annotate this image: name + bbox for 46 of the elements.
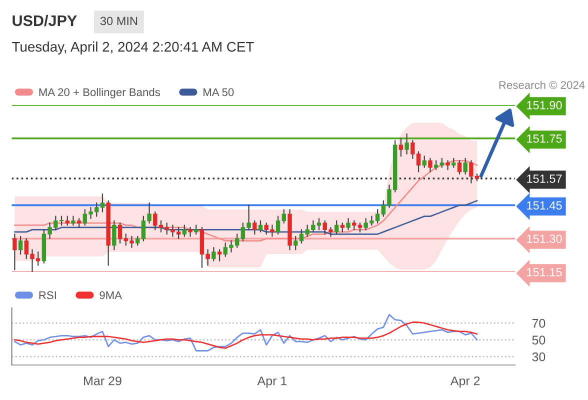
candlestick (398, 138, 404, 157)
candlestick (346, 218, 350, 230)
legend-label: RSI (39, 291, 56, 300)
legend-label: MA 20 + Bollinger Bands (39, 88, 160, 98)
x-tick-label: Mar 29 (84, 376, 122, 386)
candlestick (252, 220, 257, 235)
candlestick (446, 160, 450, 170)
candlestick (12, 234, 17, 270)
line-series (14, 314, 478, 352)
candlestick (294, 236, 298, 250)
candlestick (276, 216, 280, 235)
x-tick-label: Apr 2 (450, 376, 480, 388)
x-tick-label: Apr 1 (257, 376, 287, 388)
line-series (14, 322, 478, 349)
chart-subtitle: Tuesday, April 2, 2024 2:20:41 AM CET (12, 42, 254, 54)
candlestick (463, 158, 468, 175)
candlestick (422, 156, 426, 168)
y-tick-label: 151.90 (527, 101, 562, 110)
candlestick (212, 246, 216, 262)
candlestick (112, 220, 116, 250)
y-tick-label: 151.75 (527, 134, 562, 143)
candlestick (217, 249, 222, 262)
candlestick (100, 194, 105, 212)
candlestick (118, 222, 122, 244)
text: 30 MIN (100, 16, 138, 26)
y-tick-label: 30 (532, 352, 546, 362)
chart-title: USD/JPY (12, 14, 77, 26)
text: Research © 2024 (499, 80, 585, 89)
candlestick (182, 224, 187, 237)
y-tick-label: 151.15 (527, 268, 562, 276)
y-tick-label: 151.57 (527, 174, 562, 183)
candlestick (282, 209, 286, 224)
y-tick-label: 50 (532, 336, 546, 345)
legend-label: 9MA (100, 291, 122, 300)
candlestick (404, 133, 409, 155)
y-tick-label: 151.45 (527, 201, 562, 210)
candlestick (188, 226, 192, 237)
candlestick (71, 216, 76, 226)
candlestick (258, 220, 263, 232)
candlestick (18, 236, 23, 255)
y-tick-label: 70 (532, 318, 546, 328)
candlestick (428, 158, 432, 172)
candlestick (457, 160, 462, 175)
candlestick (334, 220, 339, 235)
legend-label: MA 50 (204, 88, 234, 96)
y-tick-label: 151.30 (527, 234, 562, 243)
